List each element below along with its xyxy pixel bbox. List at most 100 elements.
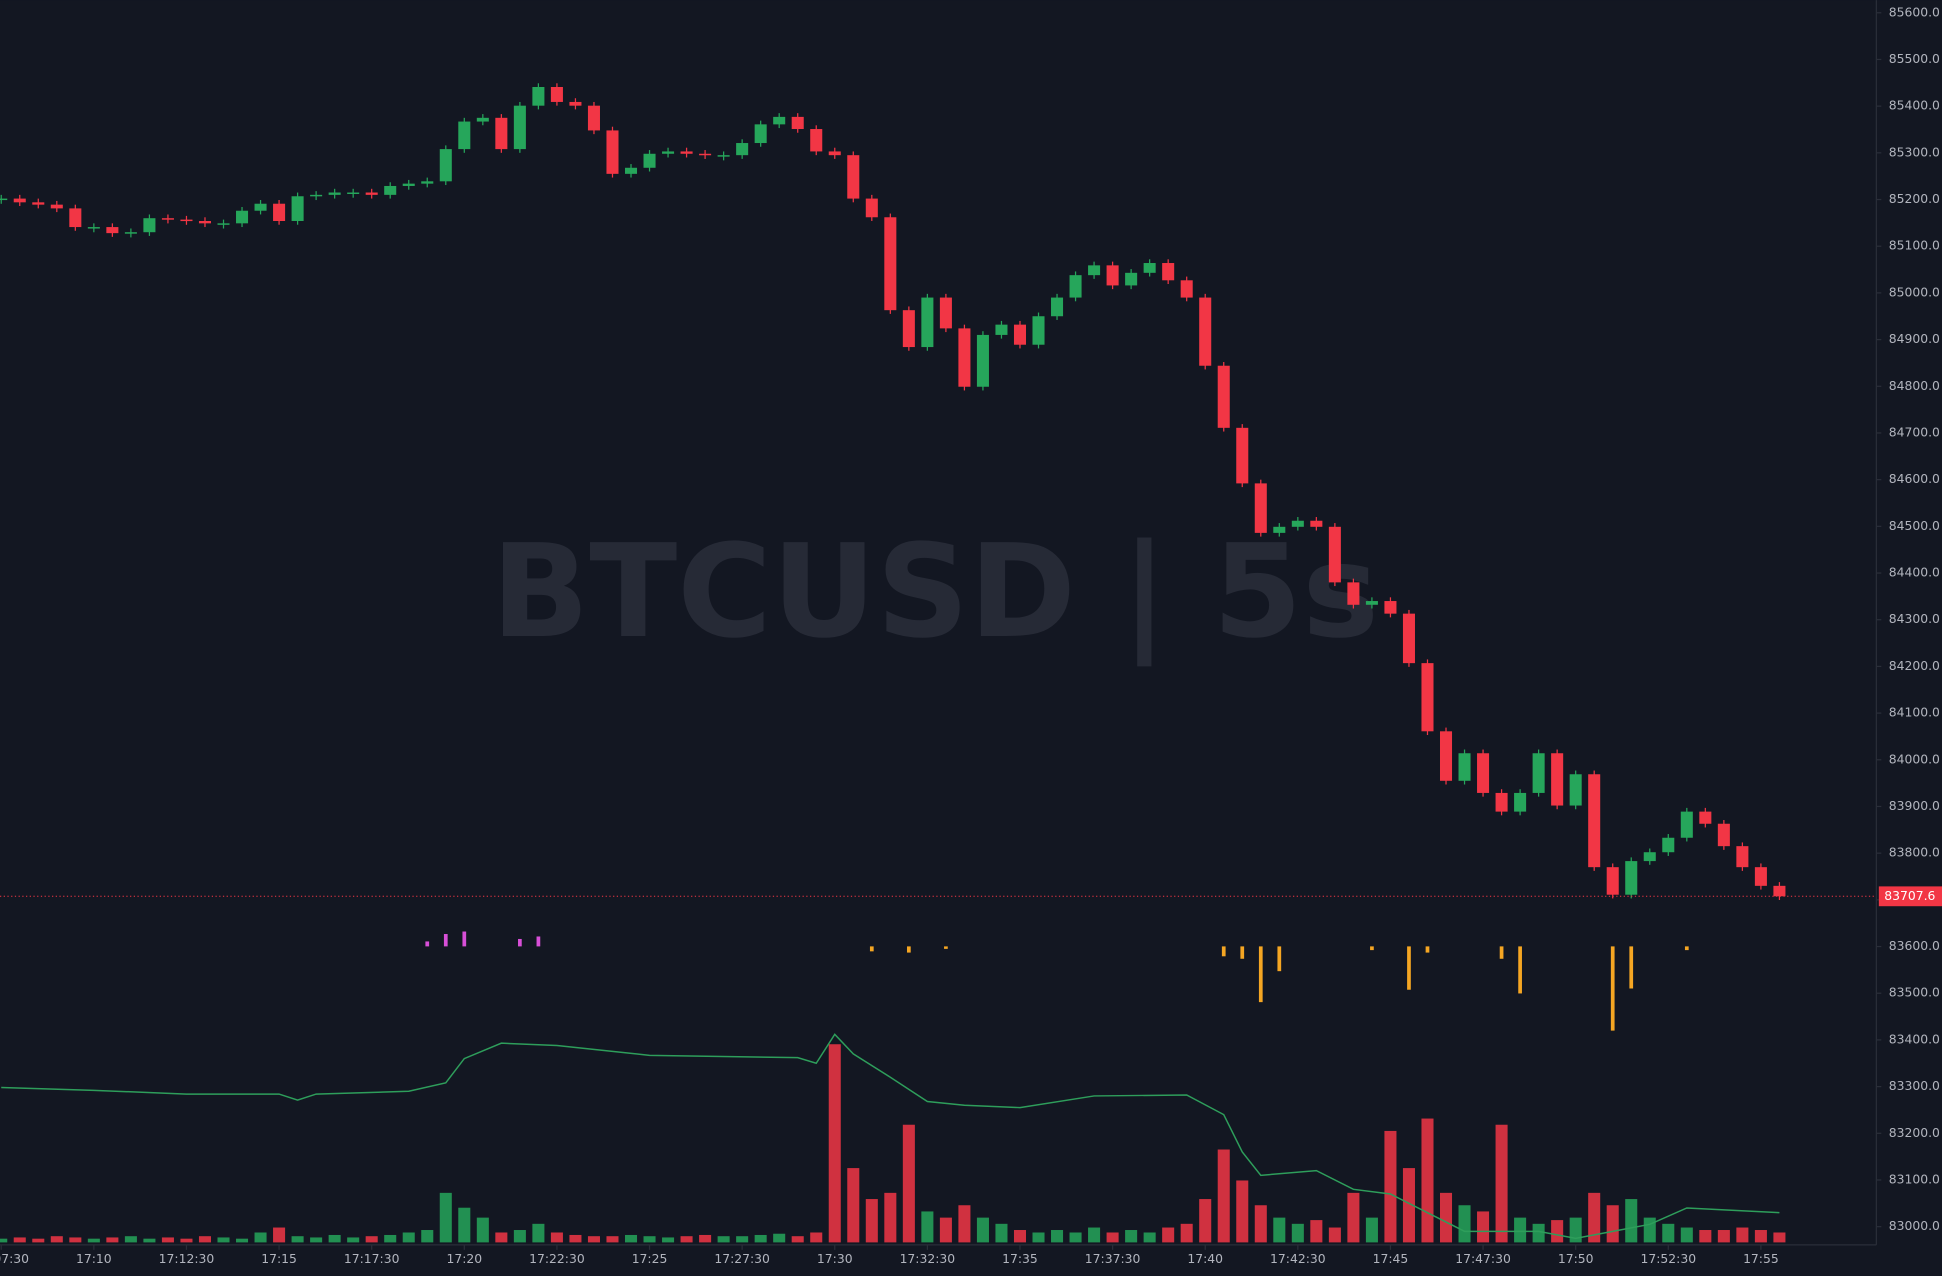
candle-body <box>1273 526 1286 533</box>
candle-body <box>1458 753 1471 781</box>
volume-bar <box>1588 1192 1601 1243</box>
x-tick-label: 17:15 <box>261 1252 297 1266</box>
candle-body <box>1125 272 1138 286</box>
volume-bar <box>124 1236 137 1243</box>
volume-bar <box>217 1237 230 1243</box>
candle-body <box>1365 601 1378 605</box>
volume-bar <box>13 1237 26 1243</box>
x-tick-label: 17:37:30 <box>1085 1252 1141 1266</box>
volume-bar <box>1013 1230 1027 1243</box>
y-tick-label: 83100.0 <box>1889 1172 1940 1186</box>
volume-bar <box>328 1234 341 1243</box>
volume-bar <box>680 1236 693 1243</box>
volume-bar <box>1217 1149 1230 1243</box>
delta-bar <box>1370 946 1374 951</box>
y-tick-label: 83600.0 <box>1889 939 1940 953</box>
volume-bar <box>402 1232 415 1243</box>
delta-bar <box>1499 946 1504 959</box>
volume-bar <box>1736 1227 1749 1243</box>
y-tick-label: 83400.0 <box>1889 1032 1940 1046</box>
volume-bar <box>1699 1230 1712 1243</box>
volume-bar <box>736 1236 749 1243</box>
volume-bar <box>847 1168 860 1243</box>
candle-body <box>847 155 860 199</box>
candle-body <box>1736 846 1749 868</box>
x-tick-label: 17:22:30 <box>529 1252 585 1266</box>
x-tick-label: 17:52:30 <box>1640 1252 1696 1266</box>
volume-bar <box>384 1234 397 1243</box>
y-tick-label: 85600.0 <box>1889 5 1940 19</box>
candle-body <box>1180 280 1193 298</box>
delta-bar <box>1407 946 1411 990</box>
y-tick-label: 84200.0 <box>1889 659 1940 673</box>
candle-body <box>1291 520 1304 527</box>
x-tick-label: 17:42:30 <box>1270 1252 1326 1266</box>
last-price-label: 83707.6 <box>1884 889 1935 903</box>
candle-body <box>1069 275 1082 298</box>
candle-body <box>1680 811 1693 838</box>
volume-bar <box>569 1234 582 1243</box>
delta-bar <box>1684 946 1689 951</box>
candle-body <box>1013 324 1027 345</box>
volume-bar <box>624 1234 638 1243</box>
volume-bar <box>1495 1124 1508 1243</box>
volume-bar <box>347 1237 360 1243</box>
indicator-line <box>1 1033 1780 1240</box>
volume-bar <box>1402 1168 1415 1243</box>
volume-bar <box>550 1232 563 1243</box>
volume-bar <box>236 1238 249 1243</box>
candle-body <box>87 227 100 229</box>
y-tick-label: 83200.0 <box>1889 1126 1940 1140</box>
candle-body <box>976 334 989 387</box>
candle-body <box>402 183 415 186</box>
volume-bar <box>958 1205 971 1243</box>
delta-bar <box>1240 946 1245 959</box>
volume-bar <box>161 1237 174 1243</box>
volume-bar <box>884 1192 897 1243</box>
volume-bar <box>513 1230 526 1243</box>
candle-body <box>1532 753 1545 793</box>
candle-body <box>1032 316 1045 345</box>
volume-bar <box>1254 1205 1267 1243</box>
volume-bar <box>439 1192 452 1243</box>
volume-bar <box>1291 1223 1304 1243</box>
candle-body <box>1217 365 1230 428</box>
y-tick-label: 84000.0 <box>1889 752 1940 766</box>
candle-body <box>884 217 897 311</box>
volume-bar <box>143 1238 156 1243</box>
delta-bar <box>536 936 541 947</box>
volume-bar <box>532 1223 545 1243</box>
volume-bar <box>495 1232 508 1243</box>
candle-body <box>50 204 63 209</box>
candle-body <box>236 210 249 224</box>
candle-body <box>365 192 378 195</box>
candle-body <box>773 116 786 125</box>
y-tick-label: 83300.0 <box>1889 1079 1940 1093</box>
candle-body <box>1717 823 1730 847</box>
volume-bar <box>643 1236 656 1243</box>
x-tick-label: 17:27:30 <box>714 1252 770 1266</box>
volume-bar <box>87 1238 100 1243</box>
candle-body <box>458 121 471 150</box>
volume-bar <box>1532 1223 1545 1243</box>
volume-bar <box>1384 1130 1397 1243</box>
volume-bar <box>365 1236 378 1243</box>
candle-body <box>328 192 341 195</box>
volume-bar <box>606 1236 619 1243</box>
x-tick-label: 17:32:30 <box>900 1252 956 1266</box>
volume-bar <box>1458 1205 1471 1243</box>
candle-body <box>791 116 804 130</box>
y-tick-label: 84400.0 <box>1889 566 1940 580</box>
volume-bar <box>1347 1192 1360 1243</box>
volume-bar <box>1143 1232 1156 1243</box>
volume-bar <box>1643 1217 1656 1243</box>
candle-body <box>902 310 915 348</box>
candle-body <box>1514 792 1527 812</box>
delta-bar <box>1518 946 1522 994</box>
volume-bar <box>754 1234 767 1243</box>
candle-body <box>921 297 934 348</box>
candle-body <box>13 198 26 203</box>
x-tick-label: 17:25 <box>632 1252 668 1266</box>
candle-body <box>1643 852 1656 862</box>
